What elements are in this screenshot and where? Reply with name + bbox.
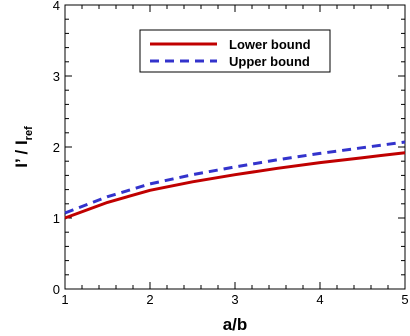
y-tick-label: 1 [53, 211, 60, 226]
y-axis-title-subscript: ref [23, 126, 35, 140]
y-axis-title: I’ / Iref [12, 126, 35, 168]
axis-ticks [64, 4, 406, 290]
y-axis-title-main: I’ / I [12, 140, 31, 167]
y-tick-label: 2 [53, 140, 60, 155]
legend-label-lower-bound: Lower bound [229, 37, 311, 52]
y-tick-label: 4 [53, 0, 60, 13]
legend-label-upper-bound: Upper bound [229, 54, 310, 69]
x-tick-label: 2 [146, 292, 153, 307]
series-line-lower-bound [64, 151, 406, 220]
legend-box [139, 29, 331, 73]
x-axis-title: a/b [223, 315, 248, 334]
x-tick-label: 1 [61, 292, 68, 307]
x-tick-label: 4 [316, 292, 323, 307]
y-tick-label: 0 [53, 282, 60, 297]
legend: Lower bound Upper bound [139, 29, 331, 73]
series-lines [64, 140, 406, 220]
x-tick-label: 5 [401, 292, 408, 307]
y-tick-label: 3 [53, 69, 60, 84]
x-tick-label: 3 [231, 292, 238, 307]
series-line-upper-bound [64, 140, 406, 215]
